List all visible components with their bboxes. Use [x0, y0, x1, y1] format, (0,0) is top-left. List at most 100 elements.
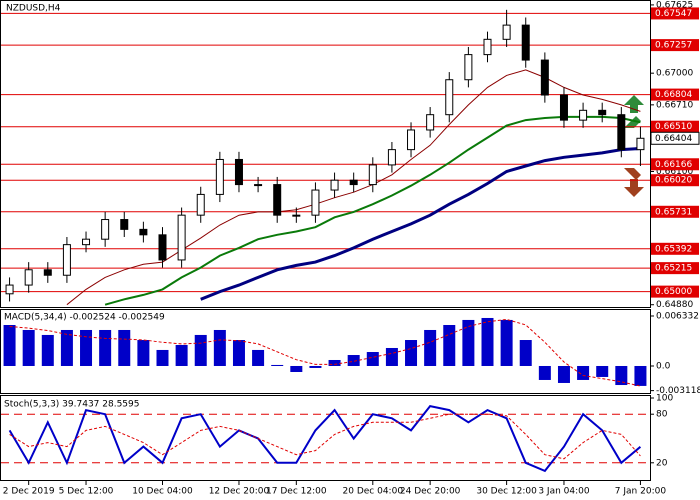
level-label-box [651, 88, 699, 101]
current-price-box [650, 131, 700, 145]
candle-body [598, 109, 607, 116]
candle-body [5, 284, 14, 295]
candle-body [62, 244, 71, 276]
stoch-panel [0, 395, 651, 481]
macd-bar [443, 325, 456, 366]
macd-bar [3, 325, 16, 366]
candle-body [311, 189, 320, 216]
x-tick-label: 5 Dec 12:00 [59, 487, 114, 497]
level-label: 0.67547 [655, 9, 692, 19]
moving-average [200, 147, 641, 301]
candle-body [120, 219, 129, 230]
chart-title: NZDUSD,H4 [6, 4, 61, 14]
candle-body [368, 164, 377, 186]
level-label-box [651, 285, 699, 298]
candle-body [502, 24, 511, 40]
macd-tick-label: -0.003118 [656, 386, 700, 396]
macd-bar [271, 364, 284, 366]
price-tick-label: 0.66100 [656, 167, 693, 177]
level-label-box [651, 7, 699, 20]
sell-arrow [624, 168, 644, 197]
stoch-title: Stoch(5,3,3) 39.7437 28.5595 [4, 400, 139, 410]
x-tick-label: 20 Dec 04:00 [343, 487, 404, 497]
candle-body [273, 184, 282, 216]
macd-bar [385, 347, 398, 366]
macd-bar [60, 329, 73, 366]
level-label: 0.65000 [655, 287, 692, 297]
candle-body [254, 184, 263, 187]
level-label: 0.65215 [655, 264, 692, 274]
macd-bar [500, 319, 513, 366]
macd-bar [175, 344, 188, 366]
stoch-tick-label: 100 [656, 394, 673, 404]
level-label-box [651, 205, 699, 218]
price-tick-label: 0.64880 [656, 300, 693, 310]
candle-body [426, 114, 435, 131]
macd-bar [22, 329, 35, 366]
candle-body [215, 158, 224, 195]
x-tick-label: 10 Dec 04:00 [132, 487, 193, 497]
candle-body [407, 129, 416, 151]
candle-body [82, 238, 91, 246]
macd-bar [405, 340, 418, 366]
x-tick-label: 2 Dec 2019 [3, 487, 55, 497]
macd-tick-label: 0.0 [656, 361, 671, 371]
macd-title: MACD(5,34,4) -0.002524 -0.002549 [4, 313, 165, 323]
candle-body [292, 214, 301, 217]
buy-arrow [624, 95, 644, 128]
candle-body [617, 114, 626, 151]
level-label-box [651, 242, 699, 255]
macd-bar [252, 349, 265, 366]
candle-body [636, 137, 645, 151]
macd-bar [366, 352, 379, 366]
macd-bar [577, 365, 590, 380]
candle-body [139, 228, 148, 236]
macd-bar [519, 340, 532, 366]
candle-body [196, 193, 205, 216]
macd-bar [538, 365, 551, 380]
macd-bar [118, 329, 131, 366]
price-tick-label: 0.67000 [656, 69, 693, 79]
candle-body [158, 234, 167, 261]
macd-bar [481, 317, 494, 366]
candle-body [445, 79, 454, 116]
candle-body [387, 149, 396, 166]
level-label: 0.66804 [655, 90, 692, 100]
level-label: 0.65392 [655, 244, 692, 254]
x-tick-label: 12 Dec 20:00 [209, 487, 270, 497]
level-label-box [651, 39, 699, 52]
macd-bar [596, 365, 609, 377]
level-label: 0.66166 [655, 160, 692, 170]
macd-bar [309, 365, 322, 368]
macd-signal [9, 318, 641, 387]
macd-bar [80, 329, 93, 366]
candle-body [177, 214, 186, 261]
moving-average [104, 115, 641, 306]
candle-body [43, 269, 52, 276]
macd-bar [557, 365, 570, 383]
candle-body [101, 219, 110, 240]
stoch-tick-label: 80 [656, 410, 668, 420]
current-price-label: 0.66404 [655, 134, 692, 144]
x-tick-label: 24 Dec 20:00 [400, 487, 461, 497]
candle-body [330, 179, 339, 191]
macd-bar [156, 349, 169, 366]
macd-bar [194, 334, 207, 366]
macd-bar [99, 329, 112, 366]
candle-body [483, 38, 492, 56]
macd-bar [328, 359, 341, 366]
candle-body [24, 269, 33, 286]
x-tick-label: 3 Jan 04:00 [538, 487, 590, 497]
candle-body [464, 54, 473, 81]
price-tick-label: 0.67625 [656, 0, 693, 10]
macd-bar [462, 319, 475, 366]
candle-body [521, 24, 530, 61]
level-label-box [651, 158, 699, 171]
level-label: 0.65731 [655, 207, 692, 217]
macd-bar [232, 340, 245, 366]
level-label: 0.67257 [655, 41, 692, 51]
level-label-box [651, 174, 699, 187]
candle-body [559, 94, 568, 121]
macd-bar [615, 365, 628, 386]
